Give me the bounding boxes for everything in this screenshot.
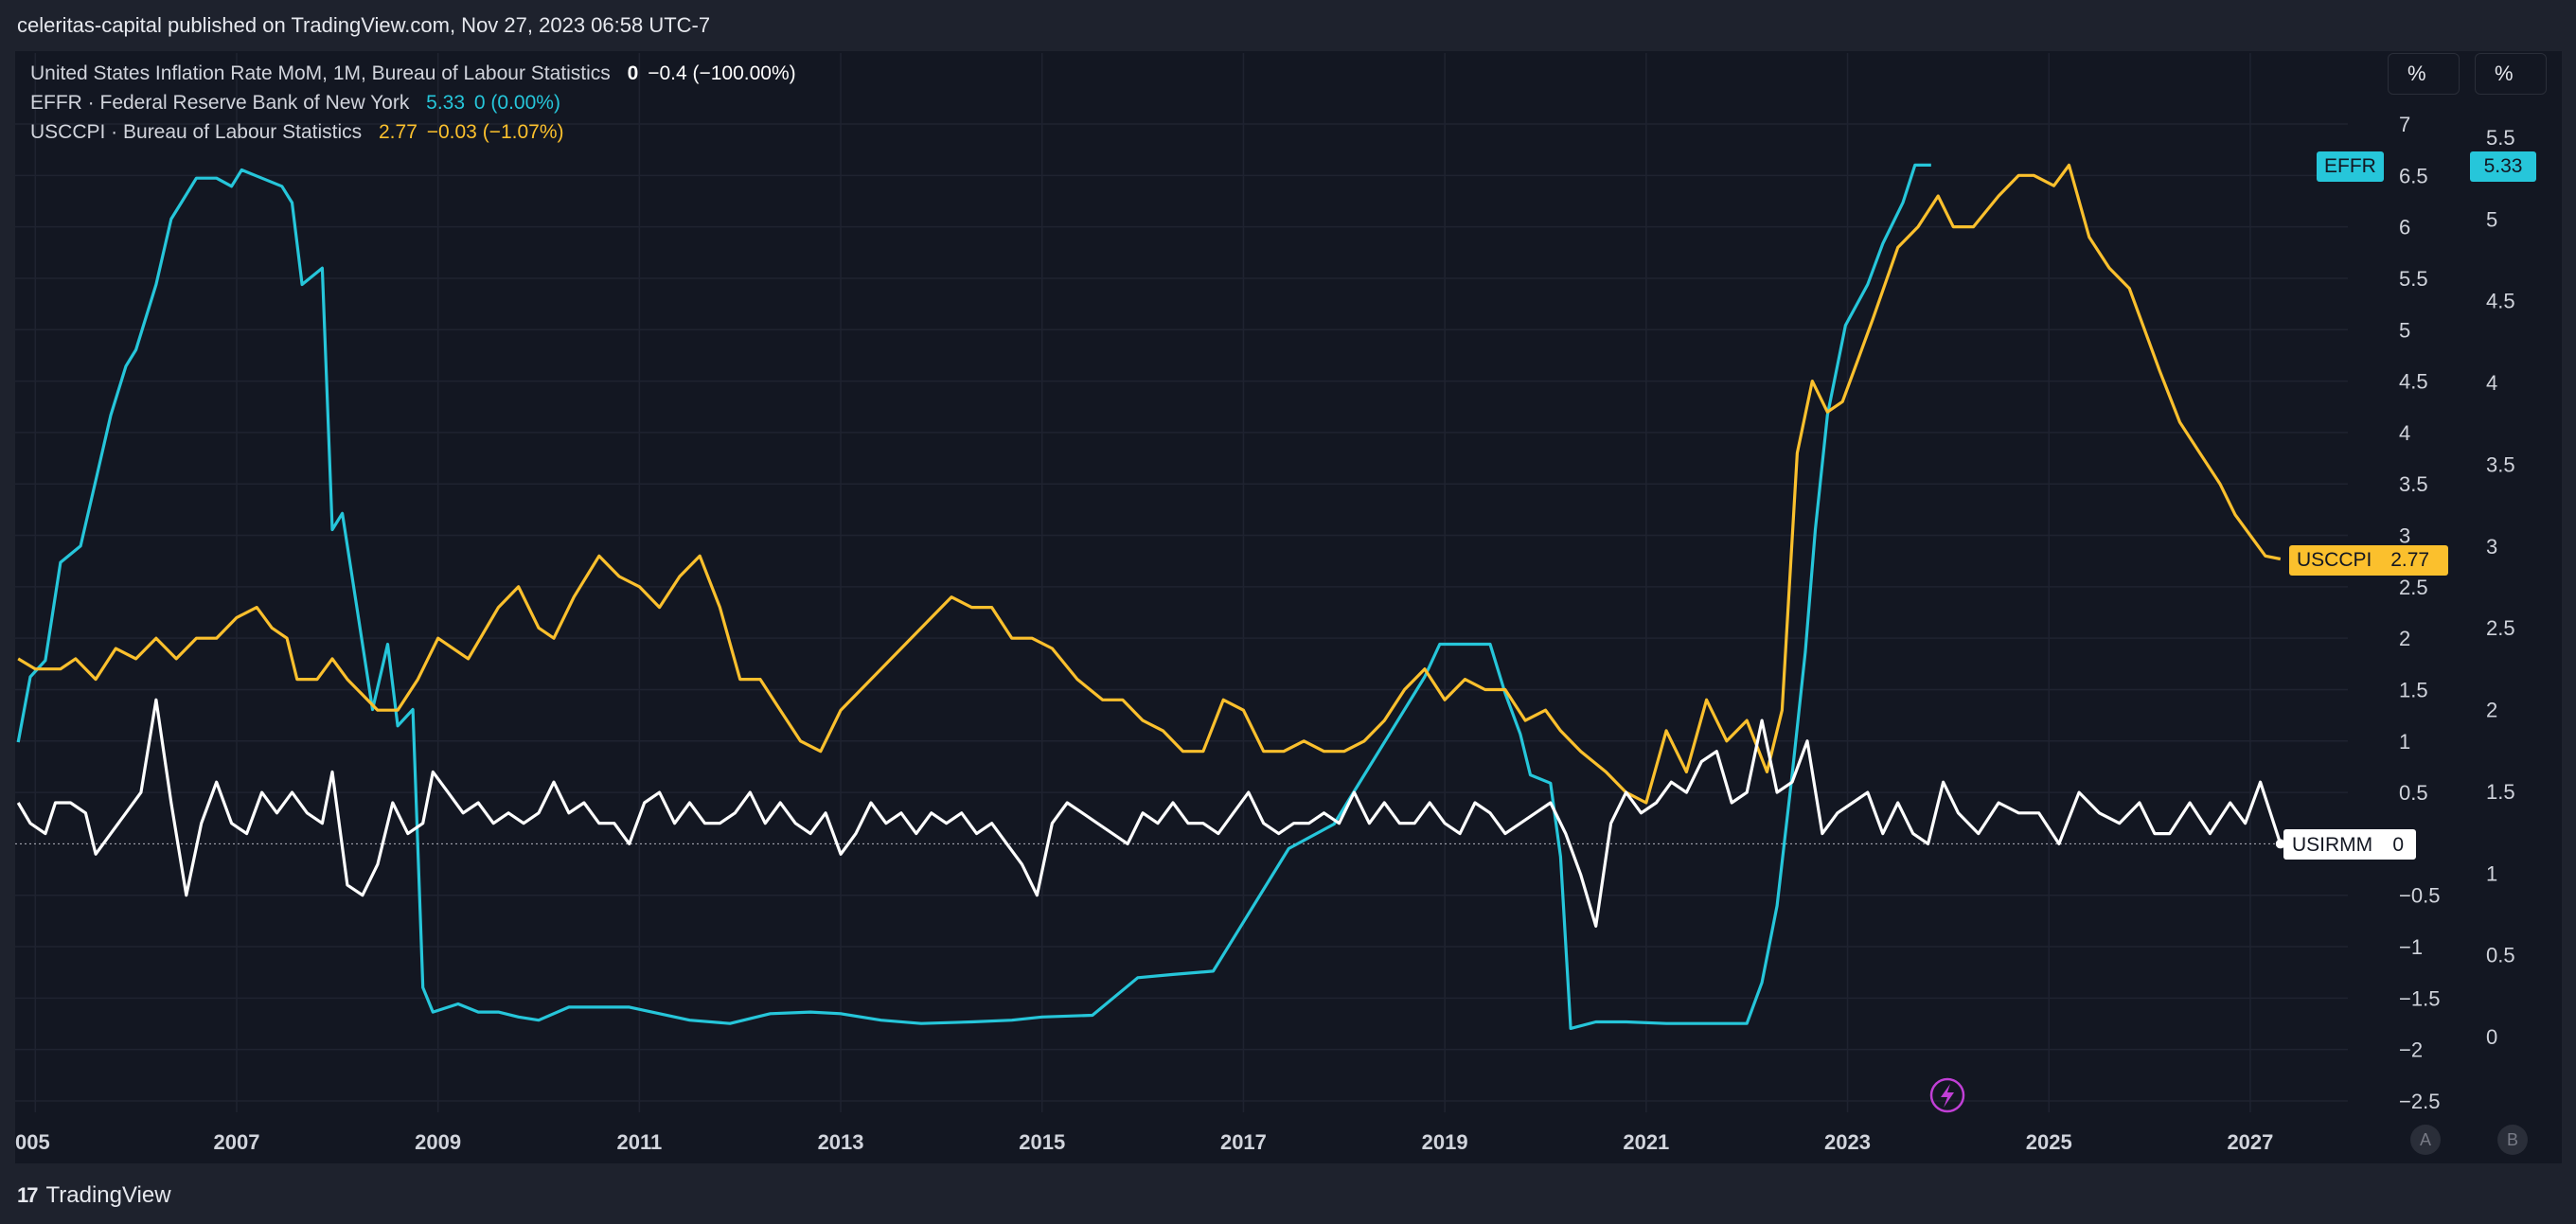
auto-scale-a-button[interactable]: A — [2410, 1125, 2441, 1155]
legend-change: −0.03 (−1.07%) — [426, 121, 564, 143]
x-tick-label: 2011 — [616, 1130, 662, 1154]
top-bar: celeritas-capital published on TradingVi… — [0, 0, 2576, 53]
publish-info: celeritas-capital published on TradingVi… — [17, 13, 711, 37]
y-left-tick-label: 2.5 — [2399, 576, 2428, 599]
left-scale-percent-button[interactable]: % — [2388, 53, 2460, 95]
usirmm-tag-label: USIRMM — [2292, 834, 2373, 856]
series-line-usccpi — [17, 163, 2282, 805]
x-tick-label: 2019 — [1422, 1130, 1468, 1154]
y-left-tick-label: −2.5 — [2399, 1090, 2440, 1113]
y-right-tick-label: 1 — [2486, 861, 2497, 885]
x-tick-label: 2027 — [2227, 1130, 2273, 1154]
x-tick-label: 2023 — [1824, 1130, 1871, 1154]
flash-bolt-icon — [1941, 1084, 1954, 1108]
y-left-tick-label: 4.5 — [2399, 370, 2428, 394]
effr-label-tag: EFFR — [2317, 151, 2384, 182]
y-left-tick-label: −0.5 — [2399, 884, 2440, 908]
legend-name: USCCPI · Bureau of Labour Statistics — [30, 121, 363, 143]
y-left-tick-label: −2 — [2399, 1038, 2423, 1062]
y-left-tick-label: 7 — [2399, 113, 2410, 136]
x-tick-label: 2007 — [213, 1130, 259, 1154]
y-left-tick-label: −1 — [2399, 935, 2423, 959]
y-right-tick-label: 3 — [2486, 535, 2497, 559]
legend-row-usirmm[interactable]: United States Inflation Rate MoM, 1M, Bu… — [30, 59, 800, 88]
x-tick-label: 2009 — [415, 1130, 461, 1154]
y-right-tick-label: 4 — [2486, 371, 2497, 395]
y-right-tick-label: 5 — [2486, 207, 2497, 231]
y-right-tick-label: 0 — [2486, 1025, 2497, 1049]
y-right-tick-label: 5.5 — [2486, 126, 2515, 150]
legend-change: 0 (0.00%) — [473, 92, 560, 114]
y-left-tick-label: 3 — [2399, 524, 2410, 548]
x-tick-label: 2025 — [2026, 1130, 2072, 1154]
y-left-tick-label: 5.5 — [2399, 267, 2428, 291]
chart-panel[interactable] — [15, 51, 2562, 1163]
legend-value: 0 — [627, 62, 639, 84]
right-scale-percent-button[interactable]: % — [2475, 53, 2547, 95]
y-left-tick-label: 1.5 — [2399, 678, 2428, 701]
y-left-tick-label: 4 — [2399, 421, 2410, 445]
auto-scale-b-button[interactable]: B — [2497, 1125, 2528, 1155]
x-tick-label: 2017 — [1220, 1130, 1267, 1154]
y-left-tick-label: 0.5 — [2399, 781, 2428, 805]
tradingview-logo[interactable]: 17 TradingView — [17, 1182, 171, 1209]
bottom-bar — [0, 1166, 2576, 1224]
y-left-tick-label: 5 — [2399, 318, 2410, 342]
usccpi-tag-label: USCCPI — [2297, 549, 2372, 571]
series-line-usirmm — [16, 698, 2283, 928]
tradingview-logo-text: TradingView — [45, 1182, 171, 1208]
x-tick-label: 2015 — [1019, 1130, 1065, 1154]
y-left-tick-label: 6 — [2399, 216, 2410, 239]
legend-value: 2.77 — [379, 121, 417, 143]
usccpi-tag-value: 2.77 — [2390, 549, 2430, 571]
legend-change: −0.4 (−100.00%) — [648, 62, 796, 84]
y-right-tick-label: 3.5 — [2486, 452, 2515, 476]
tradingview-logo-icon: 17 — [17, 1183, 39, 1207]
flash-marker-icon — [1929, 1077, 1965, 1113]
usirmm-last-point — [2275, 839, 2285, 849]
y-right-tick-label: 4.5 — [2486, 290, 2515, 313]
y-left-tick-label: 2 — [2399, 627, 2410, 650]
series-line-effr — [16, 163, 1931, 1030]
legend-row-effr[interactable]: EFFR · Federal Reserve Bank of New York … — [30, 88, 800, 117]
y-right-tick-label: 2.5 — [2486, 616, 2515, 640]
legend-name: EFFR · Federal Reserve Bank of New York — [30, 92, 410, 114]
usirmm-price-tag: USIRMM 0 — [2283, 829, 2416, 860]
legend: United States Inflation Rate MoM, 1M, Bu… — [30, 59, 800, 147]
y-left-tick-label: 1 — [2399, 730, 2410, 754]
usirmm-tag-value: 0 — [2392, 834, 2404, 856]
x-tick-label: 005 — [15, 1130, 50, 1154]
legend-name: United States Inflation Rate MoM, 1M, Bu… — [30, 62, 611, 84]
effr-price-tag: 5.33 — [2470, 151, 2536, 182]
legend-row-usccpi[interactable]: USCCPI · Bureau of Labour Statistics 2.7… — [30, 117, 800, 147]
usccpi-price-tag: USCCPI 2.77 — [2289, 545, 2448, 576]
x-tick-label: 2013 — [818, 1130, 864, 1154]
x-tick-label: 2021 — [1623, 1130, 1669, 1154]
y-right-tick-label: 2 — [2486, 699, 2497, 722]
y-left-tick-label: 6.5 — [2399, 164, 2428, 187]
legend-value: 5.33 — [426, 92, 466, 114]
y-left-tick-label: −1.5 — [2399, 986, 2440, 1010]
y-right-tick-label: 1.5 — [2486, 780, 2515, 804]
y-left-tick-label: 3.5 — [2399, 472, 2428, 496]
y-right-tick-label: 0.5 — [2486, 944, 2515, 967]
